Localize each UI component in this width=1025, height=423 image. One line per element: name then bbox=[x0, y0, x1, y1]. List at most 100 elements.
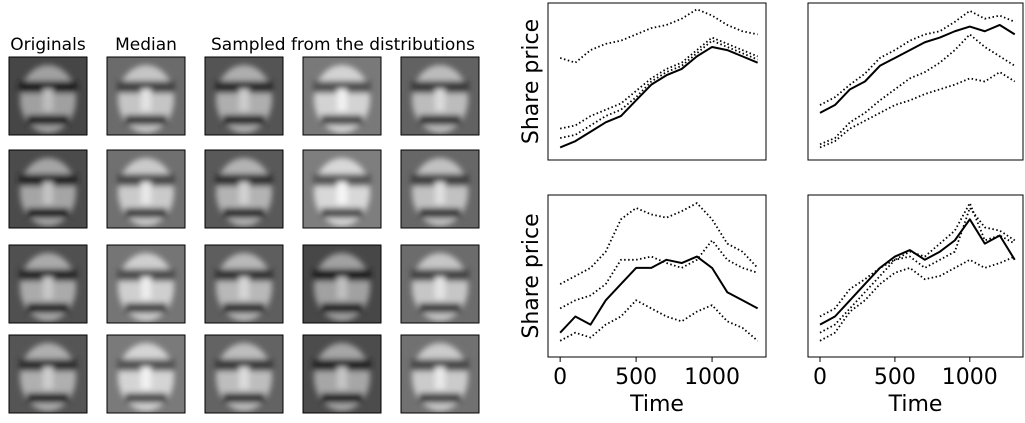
face-content bbox=[303, 335, 381, 413]
face-eyes bbox=[19, 359, 77, 371]
face-blur bbox=[215, 253, 273, 321]
face-blur bbox=[117, 158, 175, 226]
column-title: Sampled from the distributions bbox=[211, 35, 475, 55]
face-eyes bbox=[117, 269, 175, 281]
face-nose bbox=[239, 89, 249, 111]
face-content bbox=[205, 57, 283, 135]
face-mouth bbox=[27, 208, 69, 218]
series-line bbox=[819, 23, 1016, 114]
plot-frame bbox=[807, 194, 1024, 358]
face-blur bbox=[215, 343, 273, 411]
series-line bbox=[819, 202, 1016, 318]
face-image bbox=[8, 334, 88, 414]
face-eyes bbox=[411, 81, 469, 93]
face-eyes bbox=[313, 81, 371, 93]
face-frame bbox=[106, 149, 186, 229]
face-blur bbox=[19, 343, 77, 411]
face-eyes bbox=[411, 174, 469, 186]
face-frame bbox=[302, 334, 382, 414]
face-frame bbox=[106, 56, 186, 136]
face-eyes bbox=[117, 81, 175, 93]
series-line bbox=[819, 9, 1016, 106]
face-mouth bbox=[419, 303, 461, 313]
face-eyes bbox=[215, 359, 273, 371]
face-blur bbox=[411, 65, 469, 133]
face-mouth bbox=[321, 208, 363, 218]
face-mouth bbox=[419, 393, 461, 403]
face-nose bbox=[435, 182, 445, 204]
face-frame bbox=[302, 244, 382, 324]
face-nose bbox=[43, 182, 53, 204]
face-blur bbox=[411, 253, 469, 321]
face-mouth bbox=[321, 115, 363, 125]
x-axis-label: Time bbox=[888, 392, 943, 417]
face-mouth bbox=[419, 115, 461, 125]
face-frame bbox=[400, 149, 480, 229]
face-nose bbox=[435, 277, 445, 299]
face-image bbox=[302, 149, 382, 229]
face-blur bbox=[411, 158, 469, 226]
face-image bbox=[400, 149, 480, 229]
face-content bbox=[9, 335, 87, 413]
face-nose bbox=[337, 89, 347, 111]
face-content bbox=[205, 335, 283, 413]
face-grid bbox=[8, 56, 480, 414]
face-image bbox=[204, 244, 284, 324]
face-frame bbox=[302, 56, 382, 136]
face-blur bbox=[19, 253, 77, 321]
face-image bbox=[400, 56, 480, 136]
face-nose bbox=[337, 277, 347, 299]
series-line bbox=[559, 8, 758, 64]
face-eyes bbox=[19, 269, 77, 281]
plot-frame bbox=[547, 2, 767, 161]
face-image bbox=[8, 56, 88, 136]
face-mouth bbox=[125, 393, 167, 403]
face-image bbox=[106, 56, 186, 136]
face-eyes bbox=[313, 359, 371, 371]
face-nose bbox=[43, 367, 53, 389]
series-line bbox=[559, 255, 759, 334]
face-blur bbox=[215, 158, 273, 226]
face-blur bbox=[117, 253, 175, 321]
face-blur bbox=[117, 343, 175, 411]
face-eyes bbox=[215, 81, 273, 93]
face-mouth bbox=[223, 208, 265, 218]
face-nose bbox=[435, 89, 445, 111]
face-eyes bbox=[215, 174, 273, 186]
x-tick-label: 500 bbox=[615, 365, 657, 390]
face-nose bbox=[239, 277, 249, 299]
face-mouth bbox=[125, 115, 167, 125]
face-image bbox=[400, 244, 480, 324]
face-nose bbox=[239, 182, 249, 204]
face-nose bbox=[141, 182, 151, 204]
face-frame bbox=[400, 334, 480, 414]
face-frame bbox=[106, 334, 186, 414]
face-content bbox=[303, 150, 381, 228]
face-blur bbox=[19, 158, 77, 226]
face-eyes bbox=[411, 269, 469, 281]
series-line bbox=[819, 71, 1016, 149]
face-mouth bbox=[321, 303, 363, 313]
face-mouth bbox=[125, 208, 167, 218]
x-axis-label: Time bbox=[629, 392, 684, 417]
face-eyes bbox=[313, 269, 371, 281]
face-frame bbox=[8, 244, 88, 324]
face-blur bbox=[313, 65, 371, 133]
face-frame bbox=[106, 244, 186, 324]
face-mouth bbox=[223, 303, 265, 313]
face-nose bbox=[435, 367, 445, 389]
face-frame bbox=[400, 56, 480, 136]
face-content bbox=[401, 245, 479, 323]
face-image bbox=[106, 244, 186, 324]
face-image bbox=[400, 334, 480, 414]
series-line bbox=[819, 255, 1016, 342]
face-eyes bbox=[215, 269, 273, 281]
face-content bbox=[303, 57, 381, 135]
face-blur bbox=[313, 343, 371, 411]
face-nose bbox=[337, 367, 347, 389]
face-frame bbox=[204, 244, 284, 324]
face-frame bbox=[204, 334, 284, 414]
column-title: Originals bbox=[10, 35, 86, 55]
face-image bbox=[106, 334, 186, 414]
